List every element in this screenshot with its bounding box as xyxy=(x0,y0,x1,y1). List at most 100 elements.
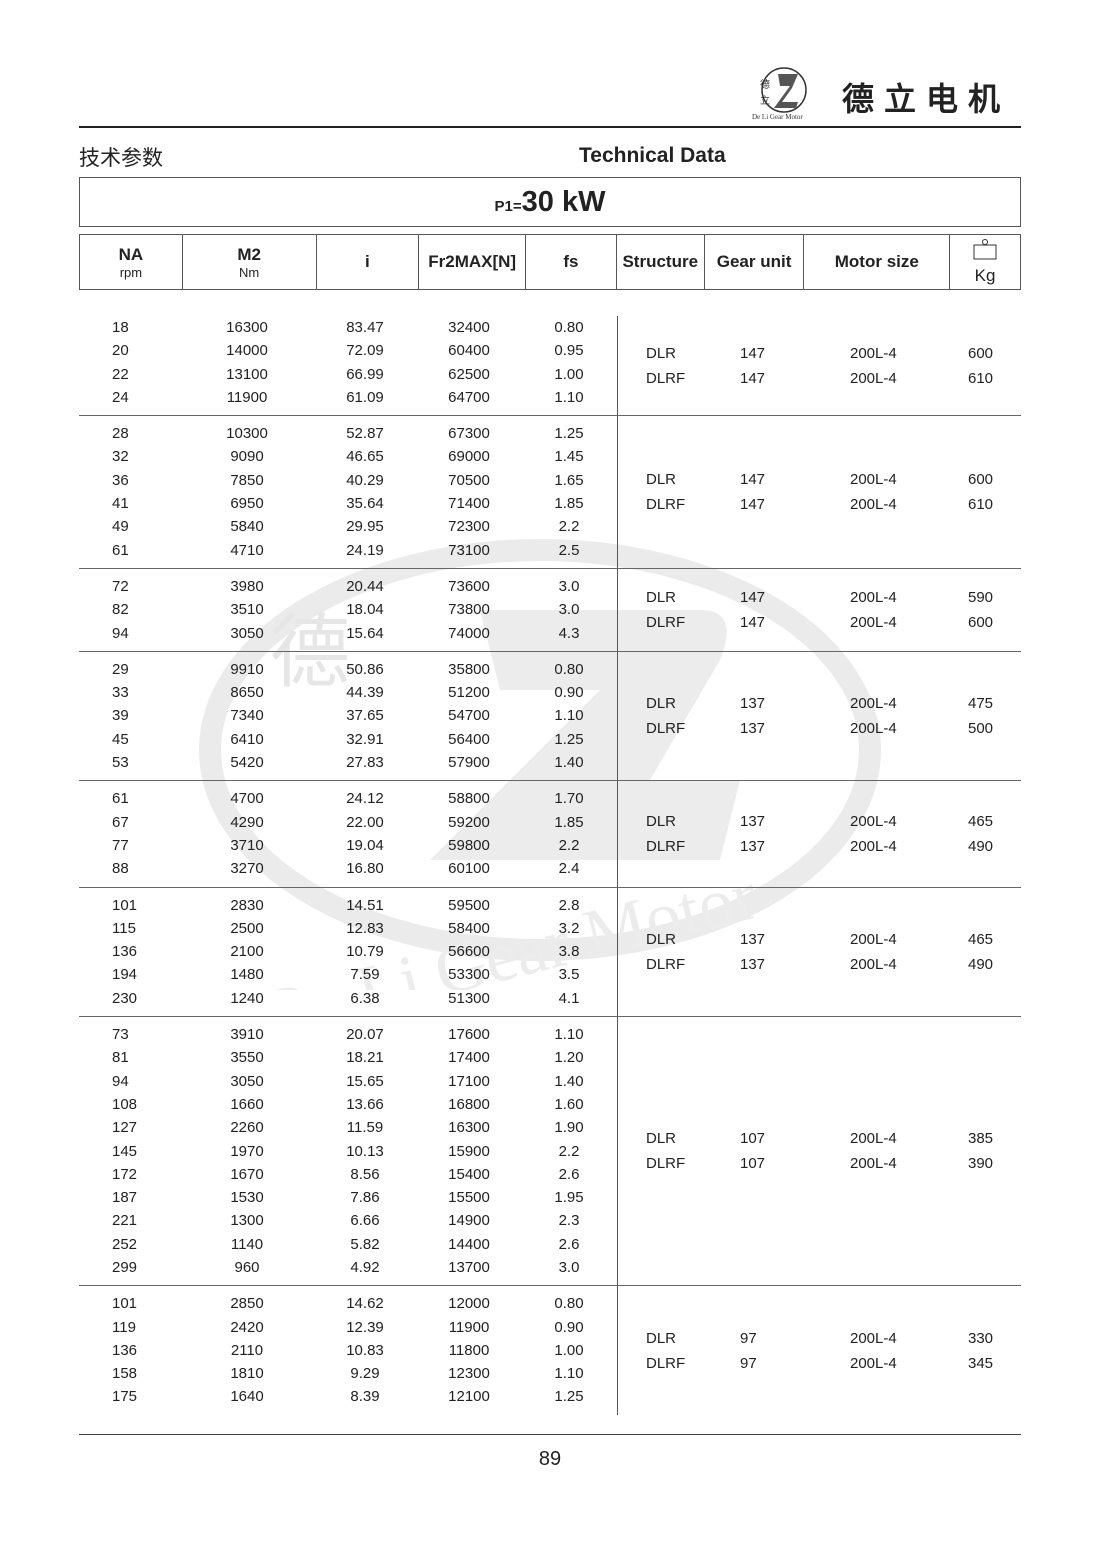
table-cell: 3050 xyxy=(230,624,264,642)
table-cell: 0.80 xyxy=(554,1295,584,1313)
table-cell: 15.65 xyxy=(346,1072,384,1090)
table-cell: 15900 xyxy=(448,1142,490,1160)
spec-cell: 475 xyxy=(968,695,994,713)
table-cell: 2260 xyxy=(230,1119,264,1137)
table-cell: 1.40 xyxy=(554,1072,584,1090)
table-cell: 4710 xyxy=(230,541,264,559)
column-divider xyxy=(617,568,618,651)
table-cell: 17600 xyxy=(448,1026,490,1044)
table-cell: 6.38 xyxy=(350,989,380,1007)
table-cell: 3.2 xyxy=(558,919,580,937)
spec-cell: 200L-4 xyxy=(850,930,897,948)
table-cell: 17400 xyxy=(448,1049,490,1067)
table-cell: 45 xyxy=(112,730,129,748)
table-cell: 67 xyxy=(112,813,129,831)
column-header: Structure xyxy=(617,235,705,289)
table-cell: 108 xyxy=(112,1095,138,1113)
table-cell: 4.92 xyxy=(350,1258,380,1276)
table-cell: 3980 xyxy=(230,577,264,595)
table-cell: 1.45 xyxy=(554,448,584,466)
table-row: 29 9910 50.86 35800 0.80 xyxy=(79,658,1021,681)
spec-cell: 137 xyxy=(740,720,766,738)
table-cell: 4290 xyxy=(230,813,264,831)
table-cell: 11.59 xyxy=(346,1119,384,1137)
column-label: Kg xyxy=(974,265,996,285)
table-cell: 49 xyxy=(112,518,129,536)
table-cell: 1.95 xyxy=(554,1189,584,1207)
table-cell: 1530 xyxy=(230,1189,264,1207)
spec-block: DLR 137 200L-4 475 DLRF 137 200L-4 500 xyxy=(618,652,1021,780)
table-cell: 77 xyxy=(112,836,129,854)
table-row: 172 1670 8.56 15400 2.6 xyxy=(79,1163,1021,1186)
table-group: 101 2830 14.51 59500 2.8 115 2500 12.83 58400 3.2… xyxy=(79,887,1021,1018)
table-cell: 1640 xyxy=(230,1388,264,1406)
spec-row: DLRF 147 200L-4 610 xyxy=(618,492,1021,517)
table-cell: 35800 xyxy=(448,660,490,678)
table-cell: 0.90 xyxy=(554,684,584,702)
table-cell: 13100 xyxy=(226,365,268,383)
table-cell: 1.00 xyxy=(554,1341,584,1359)
spec-cell: DLR xyxy=(646,344,677,362)
spec-cell: DLRF xyxy=(646,496,686,514)
table-row: 94 3050 15.64 74000 4.3 xyxy=(79,622,1021,645)
table-cell: 18.21 xyxy=(346,1049,384,1067)
svg-text:德: 德 xyxy=(760,78,770,91)
table-cell: 61.09 xyxy=(346,388,384,406)
table-row: 230 1240 6.38 51300 4.1 xyxy=(79,987,1021,1010)
table-cell: 6.66 xyxy=(350,1212,380,1230)
table-cell: 1240 xyxy=(230,989,264,1007)
column-label: Fr2MAX[N] xyxy=(428,252,517,271)
table-cell: 46.65 xyxy=(346,448,384,466)
table-cell: 2.6 xyxy=(558,1235,580,1253)
table-row: 158 1810 9.29 12300 1.10 xyxy=(79,1362,1021,1385)
column-divider xyxy=(617,1286,618,1415)
column-divider xyxy=(617,416,618,568)
table-cell: 73800 xyxy=(448,601,490,619)
table-cell: 0.95 xyxy=(554,342,584,360)
table-row: 127 2260 11.59 16300 1.90 xyxy=(79,1116,1021,1139)
table-cell: 187 xyxy=(112,1189,138,1207)
table-row: 136 2100 10.79 56600 3.8 xyxy=(79,940,1021,963)
spec-cell: 200L-4 xyxy=(850,695,897,713)
table-cell: 1.65 xyxy=(554,471,584,489)
table-cell: 61 xyxy=(112,790,129,808)
table-cell: 1300 xyxy=(230,1212,264,1230)
column-header: Kg xyxy=(950,235,1020,289)
spec-cell: 385 xyxy=(968,1130,994,1148)
table-cell: 2830 xyxy=(230,896,264,914)
table-cell: 15500 xyxy=(448,1189,490,1207)
spec-block: DLR 97 200L-4 330 DLRF 97 200L-4 345 xyxy=(618,1286,1021,1414)
table-cell: 14000 xyxy=(226,342,268,360)
spec-row: DLRF 147 200L-4 610 xyxy=(618,366,1021,391)
table-cell: 61 xyxy=(112,541,129,559)
table-row: 45 6410 32.91 56400 1.25 xyxy=(79,728,1021,751)
table-cell: 12000 xyxy=(448,1295,490,1313)
table-group: 61 4700 24.12 58800 1.70 67 4290 22.00 59200 1.85… xyxy=(79,781,1021,888)
table-cell: 17100 xyxy=(448,1072,490,1090)
spec-cell: 610 xyxy=(968,369,994,387)
spec-cell: DLR xyxy=(646,812,677,830)
table-group: 18 16300 83.47 32400 0.80 20 14000 72.09 60400 0.… xyxy=(79,316,1021,417)
spec-cell: 147 xyxy=(740,344,766,362)
header-rule xyxy=(79,126,1021,128)
spec-cell: 200L-4 xyxy=(850,720,897,738)
spec-cell: 610 xyxy=(968,496,994,514)
table-cell: 18 xyxy=(112,319,129,336)
table-row: 94 3050 15.65 17100 1.40 xyxy=(79,1070,1021,1093)
spec-cell: 600 xyxy=(968,344,994,362)
table-cell: 13700 xyxy=(448,1258,490,1276)
spec-row: DLRF 97 200L-4 345 xyxy=(618,1351,1021,1376)
table-cell: 74000 xyxy=(448,624,490,642)
table-cell: 115 xyxy=(112,919,136,937)
spec-cell: 147 xyxy=(740,496,766,514)
table-cell: 18.04 xyxy=(346,601,384,619)
column-divider xyxy=(617,887,618,1017)
table-cell: 175 xyxy=(112,1388,138,1406)
spec-row: DLRF 137 200L-4 500 xyxy=(618,716,1021,741)
table-cell: 11900 xyxy=(226,388,268,406)
table-cell: 24 xyxy=(112,388,129,406)
table-cell: 59200 xyxy=(448,813,490,831)
table-cell: 230 xyxy=(112,989,138,1007)
table-cell: 2.4 xyxy=(558,860,580,878)
